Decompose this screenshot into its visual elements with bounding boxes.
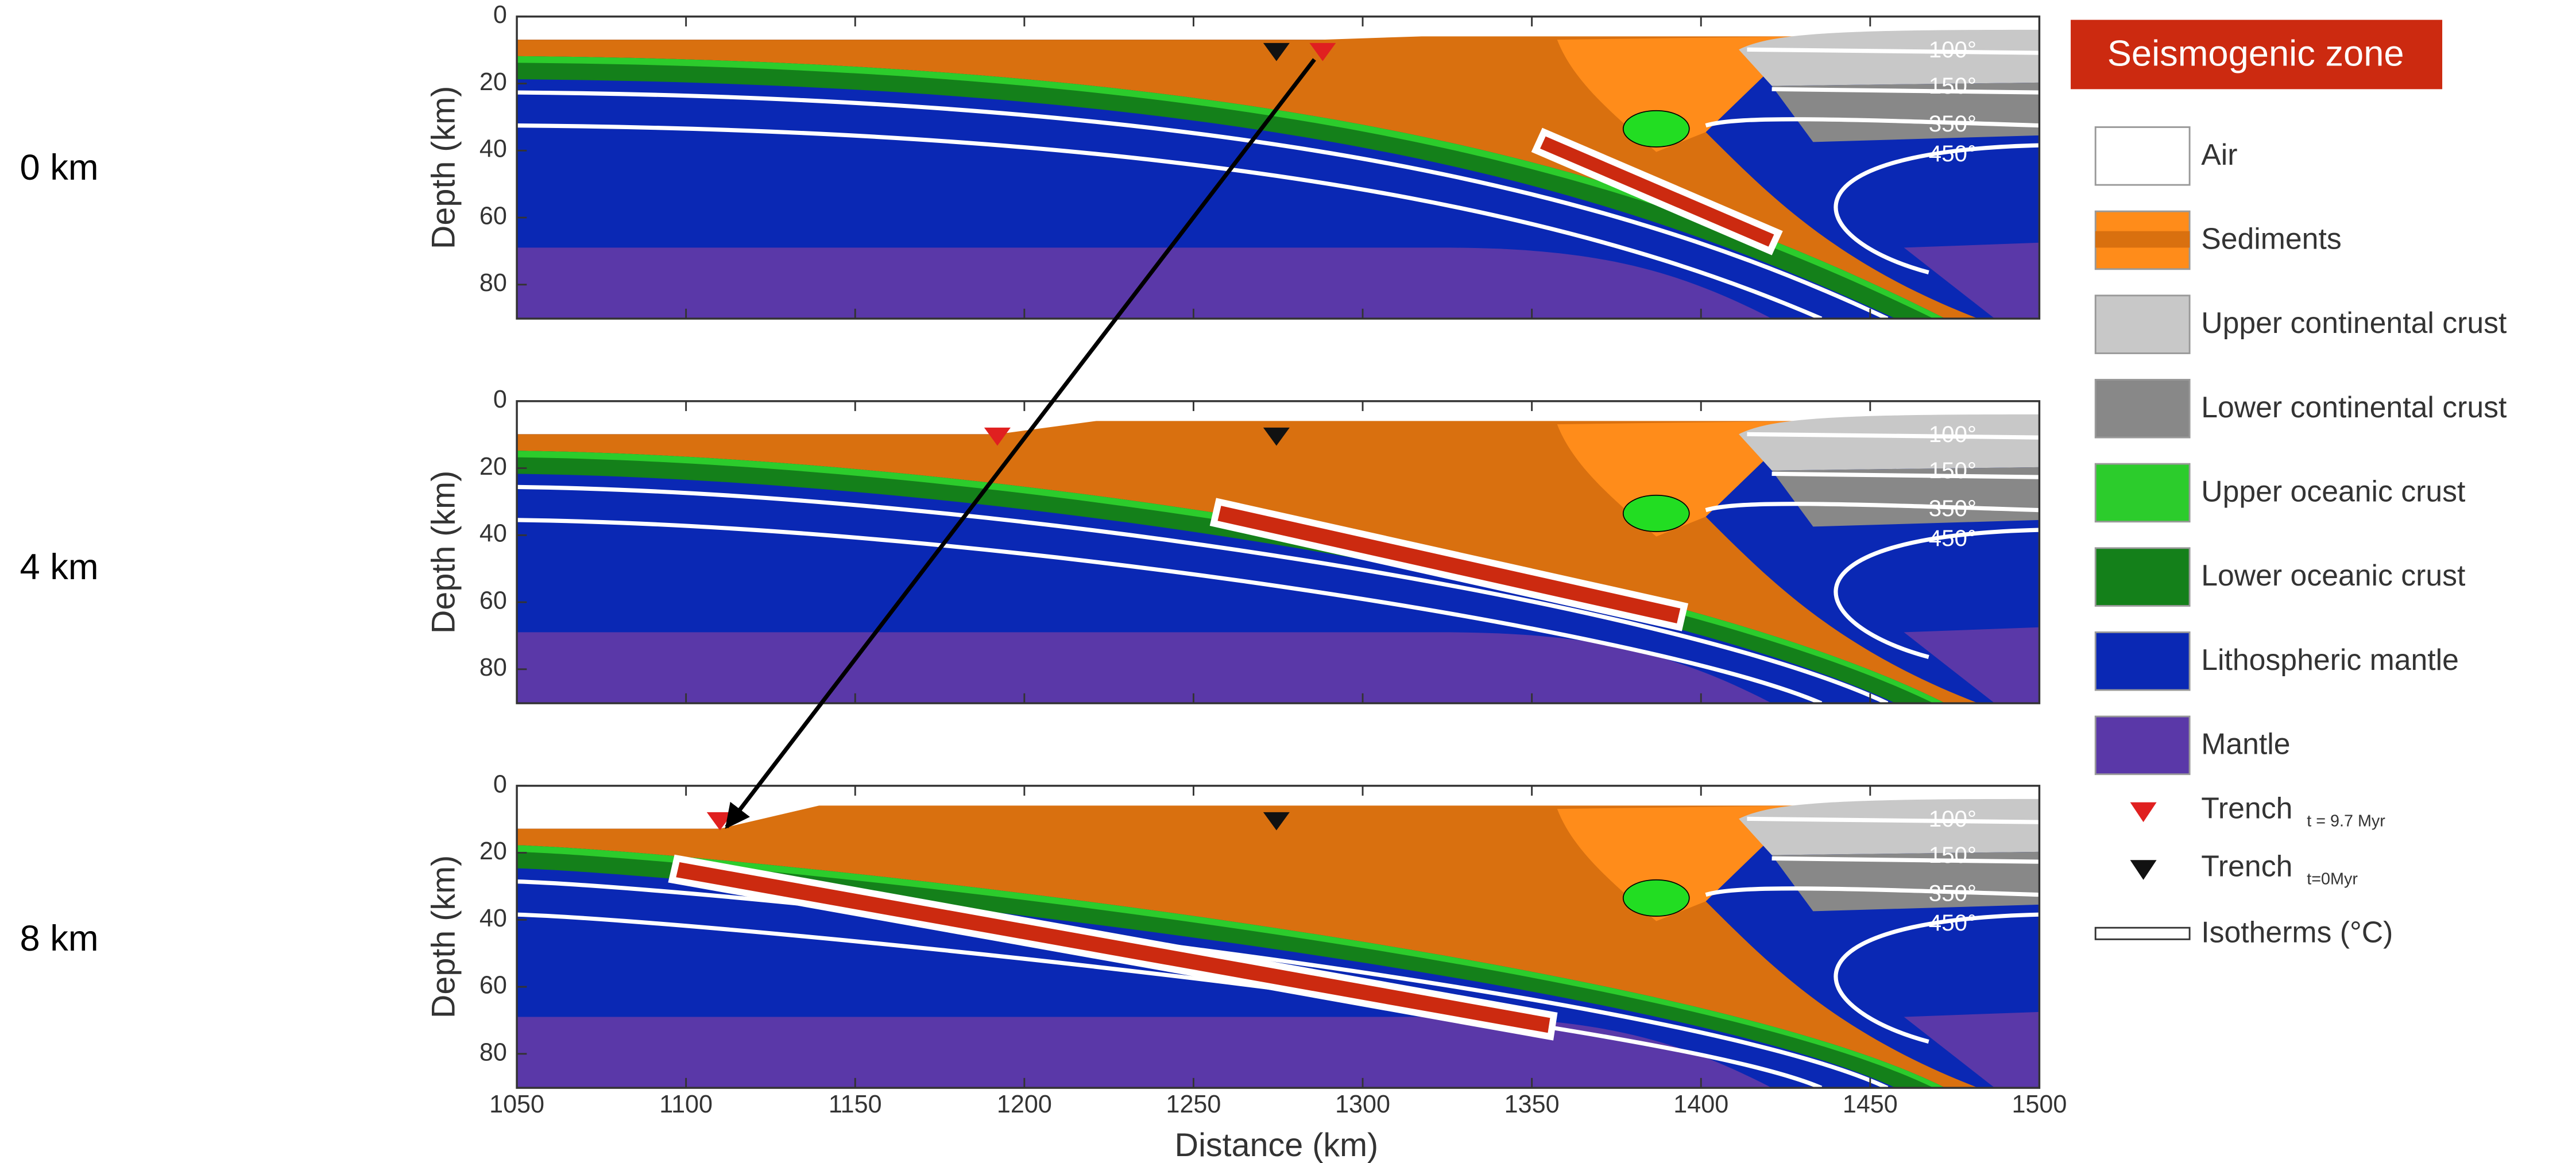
y-tick-label: 80	[479, 1038, 507, 1066]
legend-swatch	[2095, 548, 2190, 606]
isotherm-label: 350°	[1929, 880, 1977, 906]
legend-swatch	[2095, 379, 2190, 437]
y-tick-label: 20	[479, 838, 507, 865]
y-tick-label: 0	[493, 1, 507, 29]
isotherm-label: 150°	[1929, 458, 1977, 483]
legend-swatch	[2095, 127, 2190, 185]
x-tick-label: 1350	[1504, 1091, 1560, 1118]
legend: Seismogenic zone Air Sediments Upper conti…	[2071, 20, 2507, 949]
page: { "panels": [ {"label": "0 km", "isother…	[0, 0, 2576, 1163]
isotherm-label: 450°	[1929, 141, 1977, 166]
legend-label: Trench	[2201, 792, 2292, 825]
legend-swatch	[2095, 716, 2190, 774]
legend-label: Upper oceanic crust	[2201, 475, 2465, 508]
panel-label: 0 km	[20, 148, 99, 188]
isotherm-label: 350°	[1929, 111, 1977, 137]
y-tick-label: 0	[493, 770, 507, 798]
legend-label: Trench	[2201, 849, 2292, 882]
upper-continental-crust	[1739, 30, 2039, 86]
y-tick-label: 40	[479, 905, 507, 932]
y-tick-label: 80	[479, 654, 507, 681]
panel: 100° 150° 350° 450° 0 20 40 60 80	[479, 770, 2040, 1088]
y-axis-label: Depth (km)	[426, 855, 462, 1018]
x-tick-label: 1200	[997, 1091, 1052, 1118]
panel-label: 4 km	[20, 547, 99, 587]
y-axis-label: Depth (km)	[426, 471, 462, 634]
panels: 100° 150° 350° 450° 0 20 40 60 80 100° 150° 350° 450…	[479, 1, 2040, 1088]
legend-swatch	[2095, 296, 2190, 354]
legend-swatch-band	[2095, 231, 2190, 248]
legend-label: Air	[2201, 138, 2237, 171]
legend-subscript: t=0Myr	[2307, 870, 2358, 888]
legend-subscript: t = 9.7 Myr	[2307, 812, 2385, 831]
y-tick-label: 80	[479, 269, 507, 297]
y-tick-label: 40	[479, 135, 507, 163]
y-tick-label: 60	[479, 972, 507, 999]
legend-trench-current	[2130, 803, 2157, 823]
panel: 100° 150° 350° 450° 0 20 40 60 80	[479, 386, 2040, 703]
panel-content	[517, 401, 2039, 703]
legend-trench-initial	[2130, 860, 2157, 880]
x-tick-label: 1100	[659, 1091, 713, 1118]
panel-content	[517, 17, 2039, 319]
upper-continental-crust	[1739, 799, 2039, 855]
legend-swatch	[2095, 464, 2190, 522]
y-tick-label: 60	[479, 587, 507, 614]
x-tick-label: 1250	[1166, 1091, 1221, 1118]
legend-label: Upper continental crust	[2201, 306, 2507, 339]
isotherm-label: 450°	[1929, 525, 1977, 551]
x-tick-label: 1050	[489, 1091, 544, 1118]
legend-label: Sediments	[2201, 222, 2342, 255]
mantle	[517, 1017, 1772, 1088]
upper-continental-crust	[1739, 414, 2039, 471]
x-tick-label: 1150	[829, 1091, 882, 1118]
y-tick-label: 20	[479, 68, 507, 96]
upper-oceanic-crust	[1623, 495, 1689, 532]
isotherm-label: 100°	[1929, 37, 1977, 63]
panel-label: 8 km	[20, 918, 99, 959]
legend-label: Lower oceanic crust	[2201, 559, 2465, 592]
isotherm-label: 100°	[1929, 806, 1977, 832]
x-axis-label: Distance (km)	[1175, 1127, 1379, 1163]
x-tick-label: 1400	[1673, 1091, 1728, 1118]
legend-label: Lithospheric mantle	[2201, 643, 2459, 676]
y-tick-label: 0	[493, 386, 507, 413]
upper-oceanic-crust	[1623, 111, 1689, 147]
y-tick-label: 20	[479, 453, 507, 480]
panel: 100° 150° 350° 450° 0 20 40 60 80	[479, 1, 2040, 319]
legend-title: Seismogenic zone	[2107, 34, 2404, 74]
legend-isotherm	[2095, 928, 2190, 939]
isotherm-label: 100°	[1929, 421, 1977, 447]
y-tick-label: 40	[479, 520, 507, 548]
isotherm-label: 150°	[1929, 73, 1977, 99]
x-tick-label: 1500	[2012, 1091, 2067, 1118]
mantle	[517, 632, 1772, 703]
x-tick-label: 1300	[1335, 1091, 1390, 1118]
isotherm-label: 350°	[1929, 495, 1977, 521]
isotherm-label: 450°	[1929, 910, 1977, 936]
legend-label: Mantle	[2201, 727, 2290, 761]
panel-content	[517, 786, 2039, 1088]
upper-oceanic-crust	[1623, 880, 1689, 916]
legend-swatch	[2095, 632, 2190, 690]
isotherm-label: 150°	[1929, 842, 1977, 868]
y-axis-label: Depth (km)	[426, 86, 462, 249]
figure: 100° 150° 350° 450° 0 20 40 60 80 100° 150° 350° 450…	[0, 0, 2576, 1163]
y-tick-label: 60	[479, 202, 507, 230]
x-tick-label: 1450	[1843, 1091, 1898, 1118]
legend-label: Lower continental crust	[2201, 390, 2507, 424]
legend-label: Isotherms (°C)	[2201, 915, 2393, 948]
